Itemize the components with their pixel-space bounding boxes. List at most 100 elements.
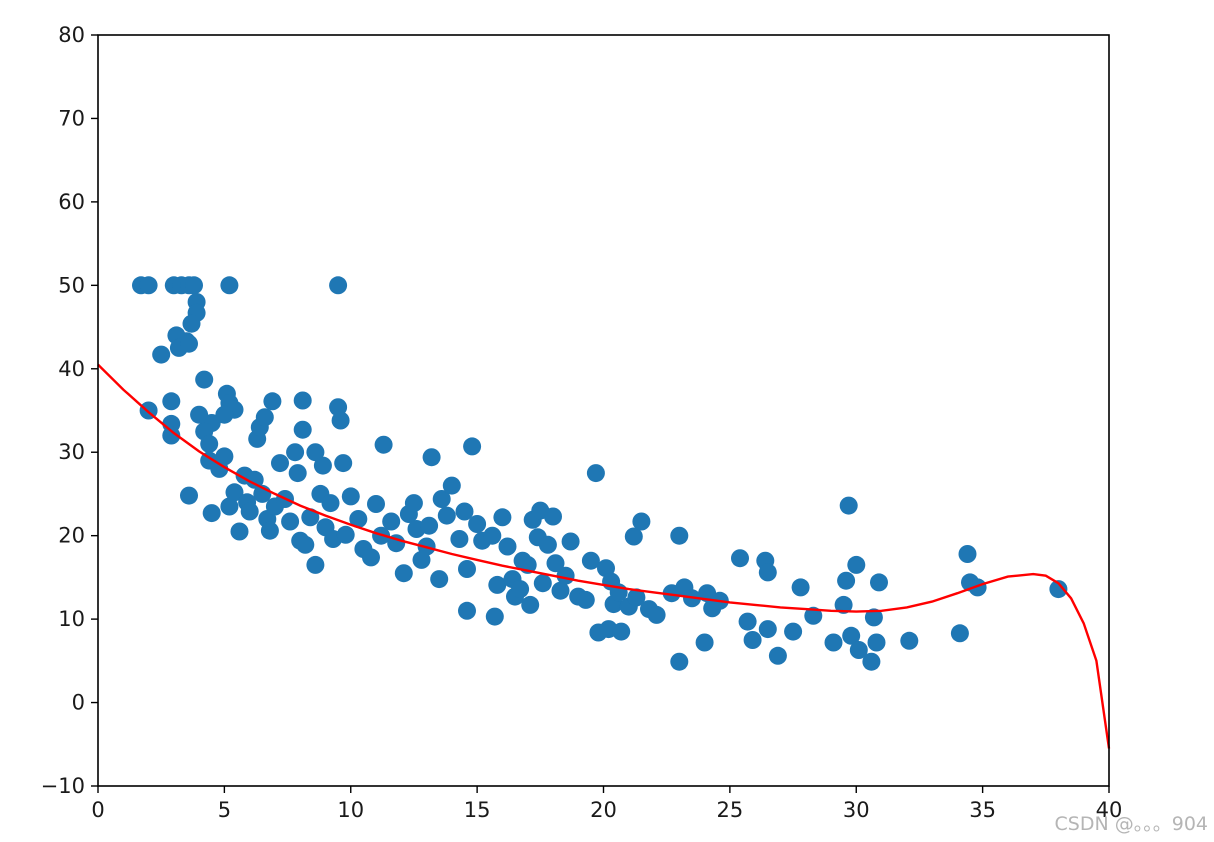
scatter-point: [627, 588, 646, 607]
scatter-point: [306, 443, 325, 462]
scatter-point: [784, 622, 803, 641]
fit-line: [97, 363, 1111, 749]
scatter-point: [404, 494, 423, 513]
scatter-point: [842, 626, 861, 645]
scatter-point: [301, 508, 320, 527]
scatter-point: [190, 405, 209, 424]
scatter-point: [468, 515, 487, 533]
scatter-point: [286, 443, 305, 462]
scatter-point: [255, 408, 274, 427]
scatter-point: [544, 507, 562, 526]
scatter-point: [329, 276, 348, 295]
y-tick-label: 10: [58, 607, 85, 631]
y-tick-label: 50: [58, 273, 85, 297]
scatter-point: [336, 525, 355, 544]
scatter-point: [546, 554, 565, 573]
scatter-point: [632, 512, 651, 531]
scatter-point: [293, 391, 312, 410]
y-tick-label: −10: [41, 774, 85, 798]
scatter-point: [313, 456, 332, 475]
scatter-point: [493, 508, 512, 527]
scatter-point: [768, 646, 787, 665]
scatter-point: [834, 595, 853, 614]
scatter-point: [758, 620, 777, 639]
scatter-point: [215, 405, 234, 424]
scatter-point: [968, 578, 987, 597]
scatter-point: [900, 631, 919, 650]
x-axis: 0 5 10 15 20 25 30 35 40: [91, 786, 1122, 822]
scatter-point: [162, 392, 181, 411]
scatter-point: [185, 276, 203, 295]
scatter-point: [281, 512, 300, 531]
y-tick-label: 40: [58, 357, 85, 381]
scatter-point: [463, 437, 482, 456]
scatter-point: [743, 631, 762, 649]
scatter-point: [695, 633, 714, 652]
scatter-point: [950, 624, 969, 643]
y-tick-label: 20: [58, 524, 85, 548]
scatter-point: [329, 398, 348, 417]
scatter-point: [455, 502, 474, 521]
scatter-point: [382, 512, 401, 531]
scatter-point: [437, 506, 456, 525]
x-tick-label: 10: [337, 798, 364, 822]
scatter-point: [849, 641, 868, 659]
scatter-point: [758, 563, 777, 582]
y-axis: −10 0 10 20 30 40 50 60 70 80: [41, 23, 98, 798]
scatter-point: [450, 530, 469, 548]
scatter-point: [230, 522, 249, 541]
scatter-point: [220, 276, 239, 295]
fit-line-layer: [97, 363, 1111, 749]
scatter-point: [624, 527, 643, 546]
scatter-point: [321, 494, 340, 513]
y-tick-label: 0: [72, 691, 85, 715]
scatter-point: [556, 566, 575, 585]
axes-frame: [97, 34, 1110, 787]
scatter-point: [839, 496, 858, 515]
scatter-point: [862, 652, 881, 671]
scatter-point: [561, 532, 580, 551]
scatter-point: [488, 575, 507, 594]
scatter-point: [240, 502, 259, 521]
x-tick-label: 0: [91, 798, 104, 822]
scatter-point: [824, 633, 843, 652]
scatter-point: [867, 633, 886, 652]
scatter-point: [152, 345, 171, 364]
scatter-point: [521, 595, 540, 614]
scatter-point: [864, 608, 883, 627]
scatter-point: [334, 454, 353, 473]
scatter-point: [215, 447, 234, 466]
scatter-point: [420, 516, 439, 535]
scatter-point: [458, 601, 476, 620]
scatter-point: [182, 314, 201, 333]
scatter-point: [374, 435, 393, 454]
scatter-point: [162, 426, 181, 445]
watermark: CSDN @。。。904: [1054, 813, 1208, 835]
scatter-point: [271, 454, 289, 473]
scatter-point: [432, 490, 451, 508]
scatter-point: [498, 537, 517, 556]
scatter-point: [245, 470, 264, 489]
scatter-point: [293, 420, 312, 439]
scatter-point: [225, 483, 244, 502]
scatter-point: [442, 476, 461, 495]
scatter-point: [612, 622, 631, 641]
x-tick-label: 15: [464, 798, 491, 822]
x-tick-label: 30: [843, 798, 870, 822]
scatter-point: [847, 555, 866, 574]
scatter-point: [180, 334, 198, 353]
scatter-point: [483, 526, 502, 545]
scatter-point: [670, 652, 689, 671]
scatter-point: [1049, 580, 1068, 599]
x-tick-label: 35: [969, 798, 996, 822]
scatter-point: [362, 548, 380, 567]
scatter-point: [394, 564, 413, 583]
scatter-point: [200, 434, 219, 453]
scatter-point: [647, 605, 666, 624]
scatter-point: [586, 464, 605, 483]
scatter-point: [306, 555, 325, 574]
x-tick-label: 25: [717, 798, 744, 822]
scatter-point: [581, 551, 600, 570]
scatter-point: [551, 581, 570, 600]
